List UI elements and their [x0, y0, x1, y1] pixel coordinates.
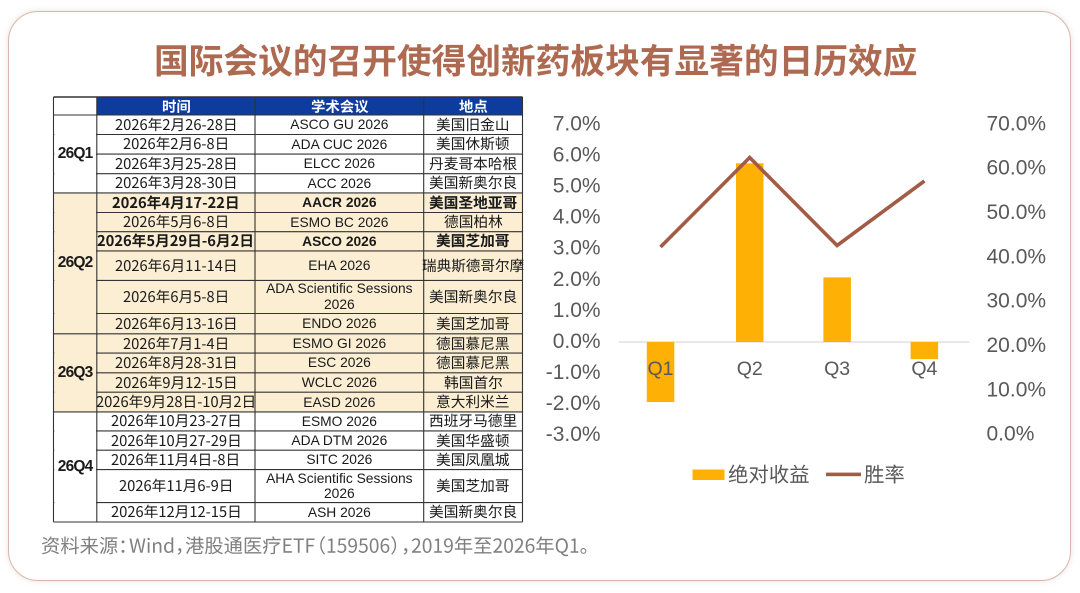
svg-text:3.0%: 3.0% [553, 237, 601, 260]
svg-text:70.0%: 70.0% [987, 112, 1047, 135]
svg-text:-2.0%: -2.0% [546, 392, 601, 415]
svg-text:0.0%: 0.0% [553, 330, 601, 353]
svg-text:0.0%: 0.0% [987, 423, 1035, 446]
svg-text:7.0%: 7.0% [553, 112, 601, 135]
svg-text:Q1: Q1 [647, 358, 673, 380]
svg-text:50.0%: 50.0% [987, 201, 1047, 224]
svg-text:Q4: Q4 [911, 358, 937, 380]
svg-text:30.0%: 30.0% [987, 290, 1047, 313]
svg-text:6.0%: 6.0% [553, 144, 601, 167]
svg-text:60.0%: 60.0% [987, 157, 1047, 180]
svg-text:1.0%: 1.0% [553, 299, 601, 322]
svg-text:Q3: Q3 [824, 358, 850, 380]
svg-text:Q2: Q2 [737, 358, 763, 380]
svg-text:20.0%: 20.0% [987, 334, 1047, 357]
svg-text:-3.0%: -3.0% [546, 423, 601, 446]
svg-text:2.0%: 2.0% [553, 268, 601, 291]
svg-text:5.0%: 5.0% [553, 175, 601, 198]
svg-text:-1.0%: -1.0% [546, 361, 601, 384]
svg-text:40.0%: 40.0% [987, 245, 1047, 268]
svg-text:10.0%: 10.0% [987, 378, 1047, 401]
svg-text:4.0%: 4.0% [553, 206, 601, 229]
